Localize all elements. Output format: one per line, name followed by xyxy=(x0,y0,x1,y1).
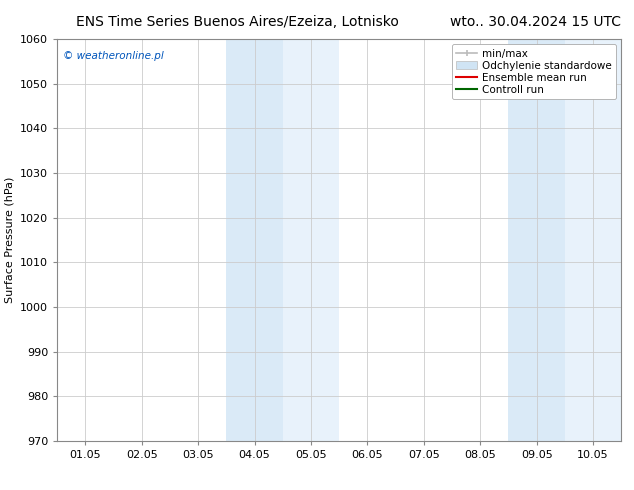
Bar xyxy=(226,39,283,441)
Legend: min/max, Odchylenie standardowe, Ensemble mean run, Controll run: min/max, Odchylenie standardowe, Ensembl… xyxy=(452,45,616,99)
Bar xyxy=(565,39,621,441)
Bar xyxy=(283,39,339,441)
Text: © weatheronline.pl: © weatheronline.pl xyxy=(63,51,164,61)
Y-axis label: Surface Pressure (hPa): Surface Pressure (hPa) xyxy=(4,177,15,303)
Text: ENS Time Series Buenos Aires/Ezeiza, Lotnisko: ENS Time Series Buenos Aires/Ezeiza, Lot… xyxy=(76,15,399,29)
Bar xyxy=(508,39,565,441)
Text: wto.. 30.04.2024 15 UTC: wto.. 30.04.2024 15 UTC xyxy=(450,15,621,29)
